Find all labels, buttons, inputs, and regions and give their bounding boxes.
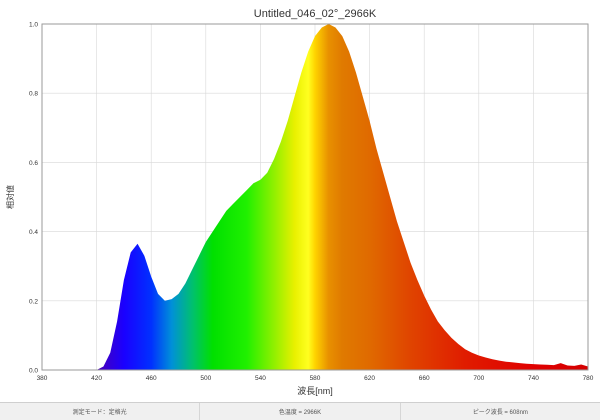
- y-tick-label-4: 0.8: [29, 91, 38, 98]
- x-tick-labels: 380 420 460 500 540 580 620 660 700 740 780: [37, 375, 594, 382]
- x-tick-label-0: 380: [37, 375, 48, 382]
- y-tick-label-1: 0.2: [29, 298, 38, 305]
- x-tick-label-2: 460: [146, 375, 157, 382]
- x-tick-label-10: 780: [583, 375, 594, 382]
- x-tick-label-4: 540: [255, 375, 266, 382]
- x-axis-label: 波長[nm]: [297, 385, 333, 396]
- status-color-temperature: 色温度 = 2966K: [200, 403, 401, 420]
- x-tick-label-5: 580: [310, 375, 321, 382]
- x-tick-label-8: 700: [473, 375, 484, 382]
- y-tick-label-3: 0.6: [29, 160, 38, 167]
- y-axis-label: 相対値: [5, 185, 15, 209]
- plot-frame: [41, 23, 589, 371]
- x-tick-label-7: 660: [419, 375, 430, 382]
- y-tick-label-2: 0.4: [29, 229, 38, 236]
- y-tick-label-0: 0.0: [29, 368, 38, 375]
- status-bar: 測定モード：定格光 色温度 = 2966K ピーク波長 = 608nm: [0, 402, 600, 420]
- x-tick-label-9: 740: [528, 375, 539, 382]
- x-tick-label-1: 420: [91, 375, 102, 382]
- chart-title: Untitled_046_02°_2966K: [254, 8, 377, 20]
- status-measure-mode: 測定モード：定格光: [0, 403, 201, 420]
- x-tick-label-3: 500: [200, 375, 211, 382]
- spectrum-area: [96, 24, 588, 370]
- y-tick-label-5: 1.0: [29, 22, 38, 29]
- x-tick-label-6: 620: [364, 375, 375, 382]
- y-tick-labels: 0.0 0.2 0.4 0.6 0.8 1.0: [29, 22, 38, 375]
- status-peak-wavelength: ピーク波長 = 608nm: [472, 410, 528, 416]
